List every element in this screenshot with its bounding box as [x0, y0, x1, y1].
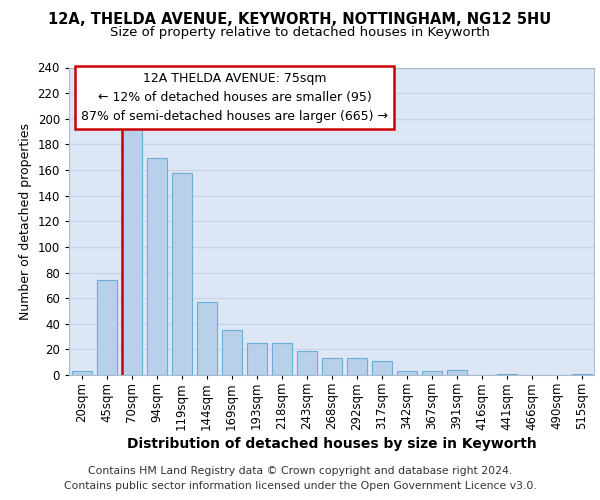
Bar [497, 374, 517, 375]
Bar [446, 370, 467, 375]
Bar [197, 302, 217, 375]
Bar [296, 350, 317, 375]
Bar [247, 343, 266, 375]
X-axis label: Distribution of detached houses by size in Keyworth: Distribution of detached houses by size … [127, 436, 536, 450]
Bar [146, 158, 167, 375]
Bar [121, 122, 142, 375]
Bar [371, 361, 392, 375]
Bar [221, 330, 241, 375]
Text: Size of property relative to detached houses in Keyworth: Size of property relative to detached ho… [110, 26, 490, 39]
Bar [322, 358, 341, 375]
Bar [71, 371, 91, 375]
Bar [271, 343, 292, 375]
Bar [347, 358, 367, 375]
Text: Contains HM Land Registry data © Crown copyright and database right 2024.: Contains HM Land Registry data © Crown c… [88, 466, 512, 476]
Y-axis label: Number of detached properties: Number of detached properties [19, 122, 32, 320]
Text: Contains public sector information licensed under the Open Government Licence v3: Contains public sector information licen… [64, 481, 536, 491]
Bar [97, 280, 116, 375]
Bar [571, 374, 592, 375]
Bar [397, 371, 416, 375]
Bar [421, 371, 442, 375]
Text: 12A, THELDA AVENUE, KEYWORTH, NOTTINGHAM, NG12 5HU: 12A, THELDA AVENUE, KEYWORTH, NOTTINGHAM… [49, 12, 551, 28]
Text: 12A THELDA AVENUE: 75sqm
← 12% of detached houses are smaller (95)
87% of semi-d: 12A THELDA AVENUE: 75sqm ← 12% of detach… [81, 72, 388, 123]
Bar [172, 172, 191, 375]
